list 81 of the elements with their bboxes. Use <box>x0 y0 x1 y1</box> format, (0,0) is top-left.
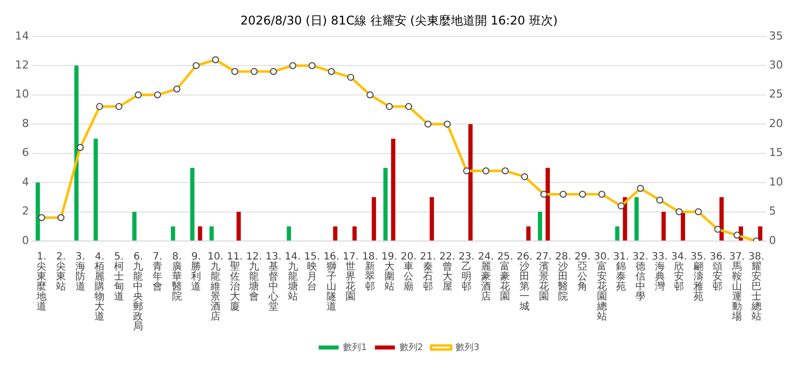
x-tick-label: 7. 青年會 <box>152 252 163 293</box>
x-tick-label: 3. 海防道 <box>75 252 86 293</box>
x-tick-label: 28. 沙田醫院 <box>555 252 572 303</box>
x-tick-label: 6. 九龍中央郵政局 <box>133 252 144 333</box>
x-tick-label: 4. 栢麗購物大道 <box>94 252 105 323</box>
x-tick-label: 25. 富豪花園 <box>497 252 514 303</box>
bar <box>190 168 194 240</box>
x-tick-label: 33. 海典灣 <box>652 252 668 293</box>
y2-tick-label: 35 <box>769 29 784 42</box>
bar <box>36 182 40 240</box>
x-tick-label: 31. 錦泰苑 <box>613 252 630 293</box>
bar <box>391 138 396 240</box>
x-tick-label: 15. 映月台 <box>304 252 320 293</box>
bar <box>333 226 338 240</box>
y-tick-label: 2 <box>22 204 29 218</box>
x-tick-label: 23. 乙明邨 <box>458 252 475 293</box>
x-tick-label: 9. 勝利道 <box>191 252 202 293</box>
x-tick-label: 16. 獅子山隧道 <box>323 252 340 313</box>
x-tick-label: 27. 濱景花園 <box>536 252 552 303</box>
x-tick-label: 29. 亞公角 <box>574 252 590 293</box>
bar <box>468 124 473 240</box>
bar <box>430 197 434 240</box>
legend-label: 數列3 <box>456 342 480 353</box>
bar <box>615 226 620 240</box>
y2-tick-label: 30 <box>769 58 784 72</box>
y2-tick-label: 20 <box>769 116 784 130</box>
x-tick-label: 34. 欣安邨 <box>671 252 688 293</box>
y2-tick-label: 15 <box>769 146 784 160</box>
bar <box>383 168 388 240</box>
bar <box>286 226 292 240</box>
y-tick-label: 14 <box>14 29 29 42</box>
x-tick-label: 13. 基督中心堂 <box>265 252 282 313</box>
y-tick-label: 10 <box>14 88 29 101</box>
x-tick-label: 35. 翩濤雅苑 <box>690 252 706 303</box>
x-tick-label: 30. 富安花園總站 <box>594 252 610 323</box>
y-tick-label: 6 <box>22 146 29 160</box>
bar <box>372 197 376 240</box>
bar <box>352 226 357 240</box>
x-tick-label: 2. 尖東站 <box>56 252 66 293</box>
bar <box>662 212 666 240</box>
x-tick-label: 21. 秦石邨 <box>420 252 436 293</box>
x-tick-label: 18. 新翠邨 <box>362 252 378 293</box>
x-tick-label: 38. 耀安巴士總站 <box>748 252 764 323</box>
x-tick-label: 24. 麗豪酒店 <box>478 252 494 303</box>
y-tick-label: 12 <box>14 58 29 72</box>
bar <box>198 226 202 240</box>
x-tick-label: 14. 九龍塘站 <box>284 252 301 303</box>
legend-label: 數列2 <box>399 342 424 353</box>
bar <box>236 212 241 240</box>
x-tick-label: 26. 沙田第一城 <box>516 252 533 313</box>
y2-tick-label: 5 <box>769 204 776 218</box>
x-tick-label: 11. 聖佐治大廈 <box>226 252 243 313</box>
x-tick-label: 36. 頌安邨 <box>710 252 726 293</box>
x-tick-label: 17. 世界花園 <box>342 252 359 303</box>
bar <box>210 226 214 240</box>
chart-title: 2026/8/30 (日) 81C線 往耀安 (尖東麼地道開 16:20 班次) <box>240 13 558 28</box>
bar <box>94 138 98 240</box>
bar <box>758 226 762 240</box>
x-tick-label: 20. 車公廟 <box>400 252 417 293</box>
bar <box>634 197 639 240</box>
x-tick-label: 37. 馬鞍山運動場 <box>729 252 745 323</box>
bar <box>538 212 542 240</box>
bar <box>170 226 176 240</box>
x-tick-label: 5. 柯士甸道 <box>114 252 124 303</box>
y2-tick-label: 0 <box>769 234 776 247</box>
x-tick-label: 1. 尖東麼地道 <box>36 252 47 313</box>
y-tick-label: 4 <box>22 175 29 188</box>
y-tick-label: 8 <box>22 116 29 130</box>
x-tick-label: 12. 九龍塘會 <box>246 252 262 303</box>
x-tick-label: 19. 大圍站 <box>381 252 398 293</box>
y-tick-label: 0 <box>22 234 29 247</box>
bar <box>132 212 136 240</box>
y2-tick-label: 10 <box>769 175 784 188</box>
bar <box>546 168 550 240</box>
x-tick-label: 32. 德信中學 <box>632 252 648 303</box>
bar <box>526 226 531 240</box>
x-tick-label: 8. 廣華醫院 <box>172 252 182 303</box>
y2-tick-label: 25 <box>769 88 784 101</box>
x-tick-label: 22. 曾大屋 <box>439 252 456 293</box>
legend-label: 數列1 <box>343 342 367 353</box>
x-tick-label: 10. 九龍維景酒店 <box>208 252 224 323</box>
